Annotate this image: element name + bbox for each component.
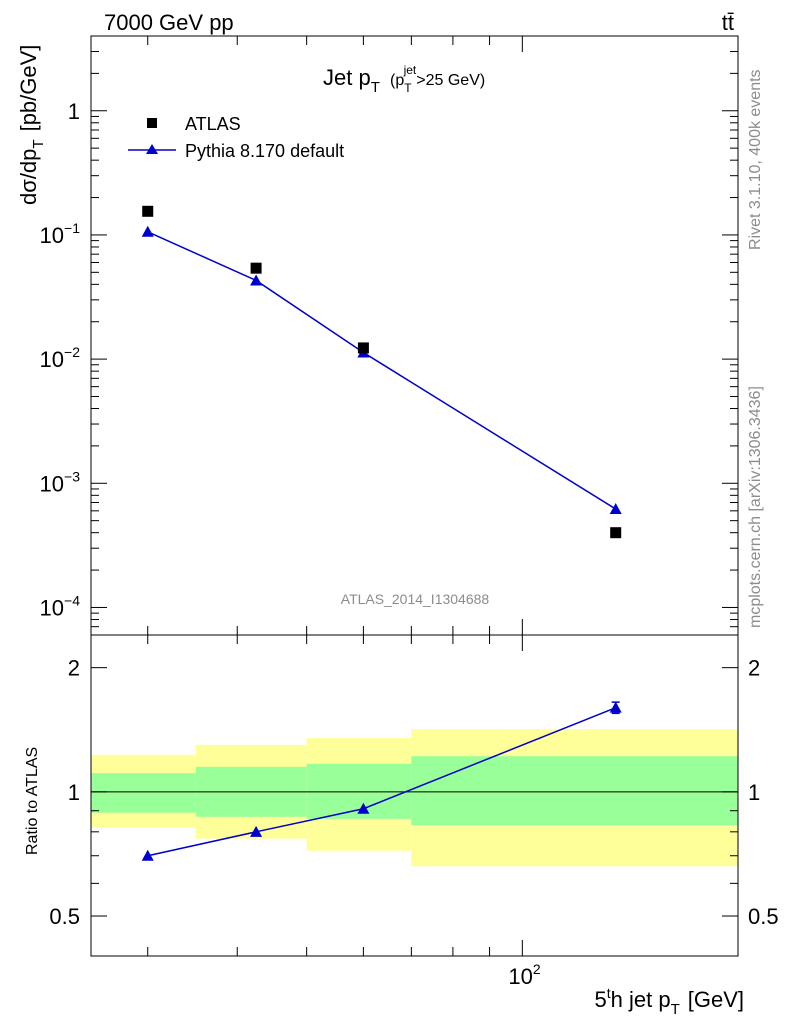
atlas-point — [142, 205, 154, 217]
y-tick-label-right: 0.5 — [748, 904, 779, 929]
mcplots-info: mcplots.cern.ch [arXiv:1306.3436] — [747, 386, 764, 628]
uncertainty-band-inner — [306, 763, 412, 819]
ratio-point — [609, 701, 622, 713]
analysis-id: ATLAS_2014_I1304688 — [341, 591, 490, 607]
main-title: Jet pT (pTjet>25 GeV) — [323, 63, 485, 97]
legend-mc-marker — [146, 144, 158, 154]
atlas-point — [250, 262, 262, 274]
mc-point — [141, 225, 154, 237]
ratio-point — [357, 802, 370, 814]
mc-series-line — [147, 231, 617, 510]
uncertainty-band-inner — [411, 756, 738, 826]
legend: ATLAS Pythia 8.170 default — [128, 114, 344, 161]
legend-data-label: ATLAS — [185, 114, 241, 134]
y-tick-label-right: 2 — [748, 656, 760, 681]
process-label: tt̄ — [722, 10, 734, 35]
y-tick-label: 10−4 — [40, 592, 81, 620]
legend-mc-label: Pythia 8.170 default — [185, 141, 344, 161]
x-tick-label-100: 102 — [508, 961, 540, 989]
legend-data-marker — [147, 118, 157, 128]
ratio-point — [141, 849, 154, 861]
ratio-panel-frame — [90, 634, 739, 957]
ratio-series-line — [147, 706, 616, 857]
y-tick-label: 1 — [68, 99, 80, 124]
y-tick-label-left: 1 — [68, 780, 80, 805]
y-tick-label: 10−1 — [40, 220, 81, 248]
energy-label: 7000 GeV pp — [104, 10, 234, 35]
ratio-point — [250, 825, 263, 837]
y-tick-label-left: 2 — [68, 656, 80, 681]
x-axis-label: 5th jet pT [GeV] — [595, 985, 745, 1018]
y-axis-label-main: dσ/dpT[pb/GeV] — [16, 45, 47, 205]
y-tick-label-right: 1 — [748, 780, 760, 805]
y-tick-label: 10−2 — [40, 344, 81, 372]
atlas-point — [357, 342, 369, 354]
uncertainty-band-inner — [91, 773, 196, 813]
y-tick-label: 10−3 — [40, 468, 81, 496]
mc-point — [609, 503, 622, 515]
y-axis-label-ratio: Ratio to ATLAS — [24, 747, 41, 855]
ratio-panel: 0.5 0.5 1 1 2 2 — [49, 635, 779, 957]
main-panel: 10−4 10−3 10−2 10−1 1 — [40, 35, 739, 636]
mc-point — [250, 274, 263, 286]
rivet-info: Rivet 3.1.10, 400k events — [747, 69, 764, 250]
atlas-point — [610, 527, 622, 539]
y-tick-label-left: 0.5 — [49, 904, 80, 929]
